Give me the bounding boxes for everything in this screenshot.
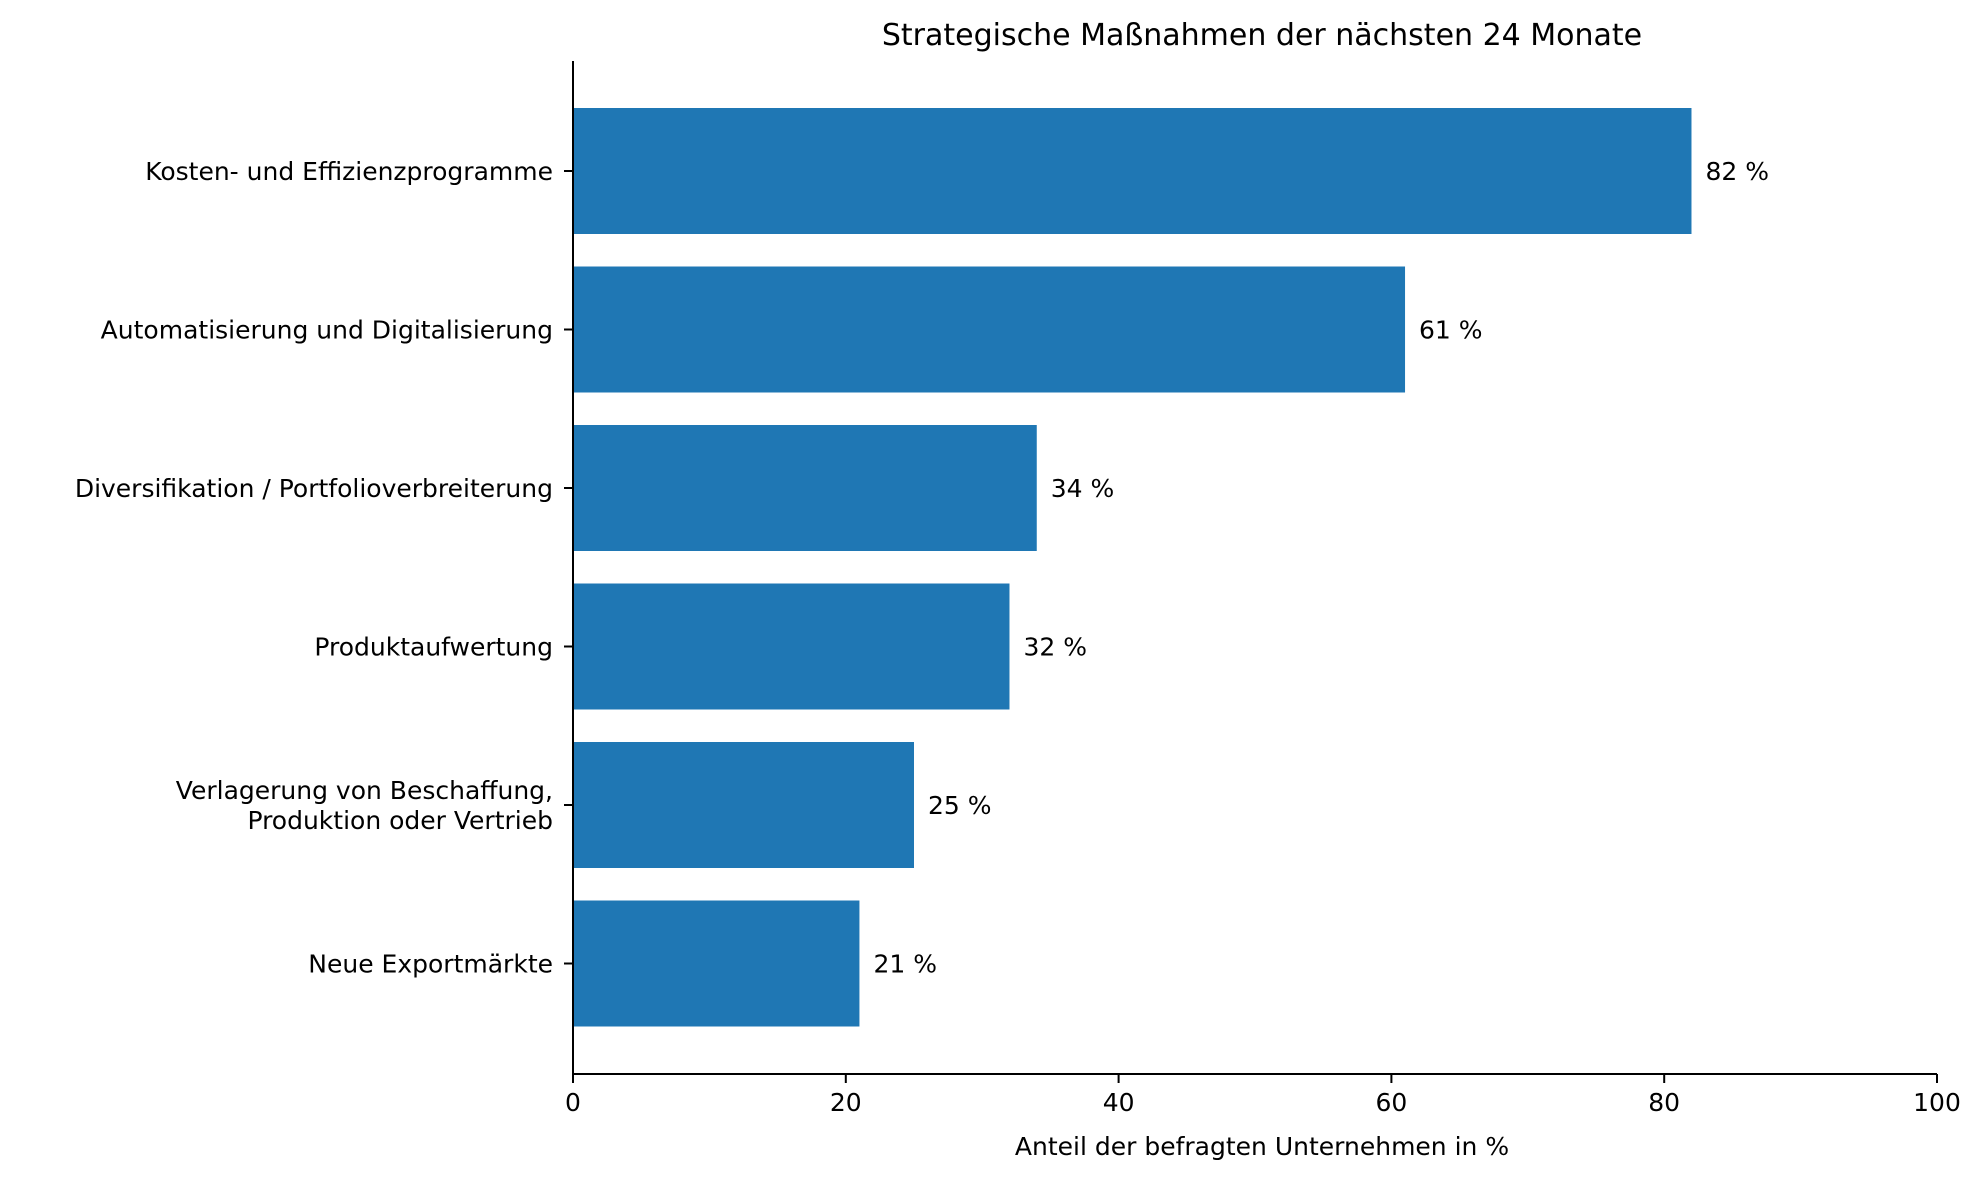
data-label: 61 % bbox=[1419, 316, 1483, 345]
bar bbox=[573, 425, 1037, 551]
bars-group bbox=[573, 108, 1692, 1027]
bar bbox=[573, 900, 860, 1027]
bar bbox=[573, 108, 1692, 234]
data-label: 82 % bbox=[1705, 157, 1769, 186]
bar bbox=[573, 266, 1406, 393]
x-tick-label: 20 bbox=[830, 1088, 862, 1117]
category-label: Kosten- und Effizienzprogramme bbox=[145, 157, 553, 186]
chart-title: Strategische Maßnahmen der nächsten 24 M… bbox=[882, 18, 1642, 53]
category-label: Produktaufwertung bbox=[314, 633, 553, 662]
category-labels: Kosten- und Effizienzprogramme Automatisi… bbox=[75, 157, 573, 979]
data-label: 25 % bbox=[928, 791, 992, 820]
x-tick-label: 0 bbox=[565, 1088, 581, 1117]
bar bbox=[573, 742, 914, 868]
bar bbox=[573, 583, 1010, 710]
data-label: 21 % bbox=[873, 950, 937, 979]
data-labels: 82 % 61 % 34 % 32 % 25 % 21 % bbox=[873, 157, 1769, 979]
category-label: Automatisierung und Digitalisierung bbox=[101, 316, 553, 345]
x-tick-label: 40 bbox=[1103, 1088, 1135, 1117]
x-axis: 0 20 40 60 80 100 bbox=[565, 1073, 1961, 1117]
data-label: 32 % bbox=[1023, 633, 1087, 662]
category-label: Verlagerung von Beschaffung, Produktion o… bbox=[176, 776, 553, 835]
x-tick-label: 60 bbox=[1375, 1088, 1407, 1117]
x-tick-label: 100 bbox=[1913, 1088, 1961, 1117]
category-label: Diversifikation / Portfolioverbreiterung bbox=[75, 474, 553, 503]
data-label: 34 % bbox=[1051, 474, 1115, 503]
x-axis-label: Anteil der befragten Unternehmen in % bbox=[1015, 1132, 1509, 1161]
x-tick-label: 80 bbox=[1648, 1088, 1680, 1117]
category-label: Neue Exportmärkte bbox=[308, 950, 553, 979]
